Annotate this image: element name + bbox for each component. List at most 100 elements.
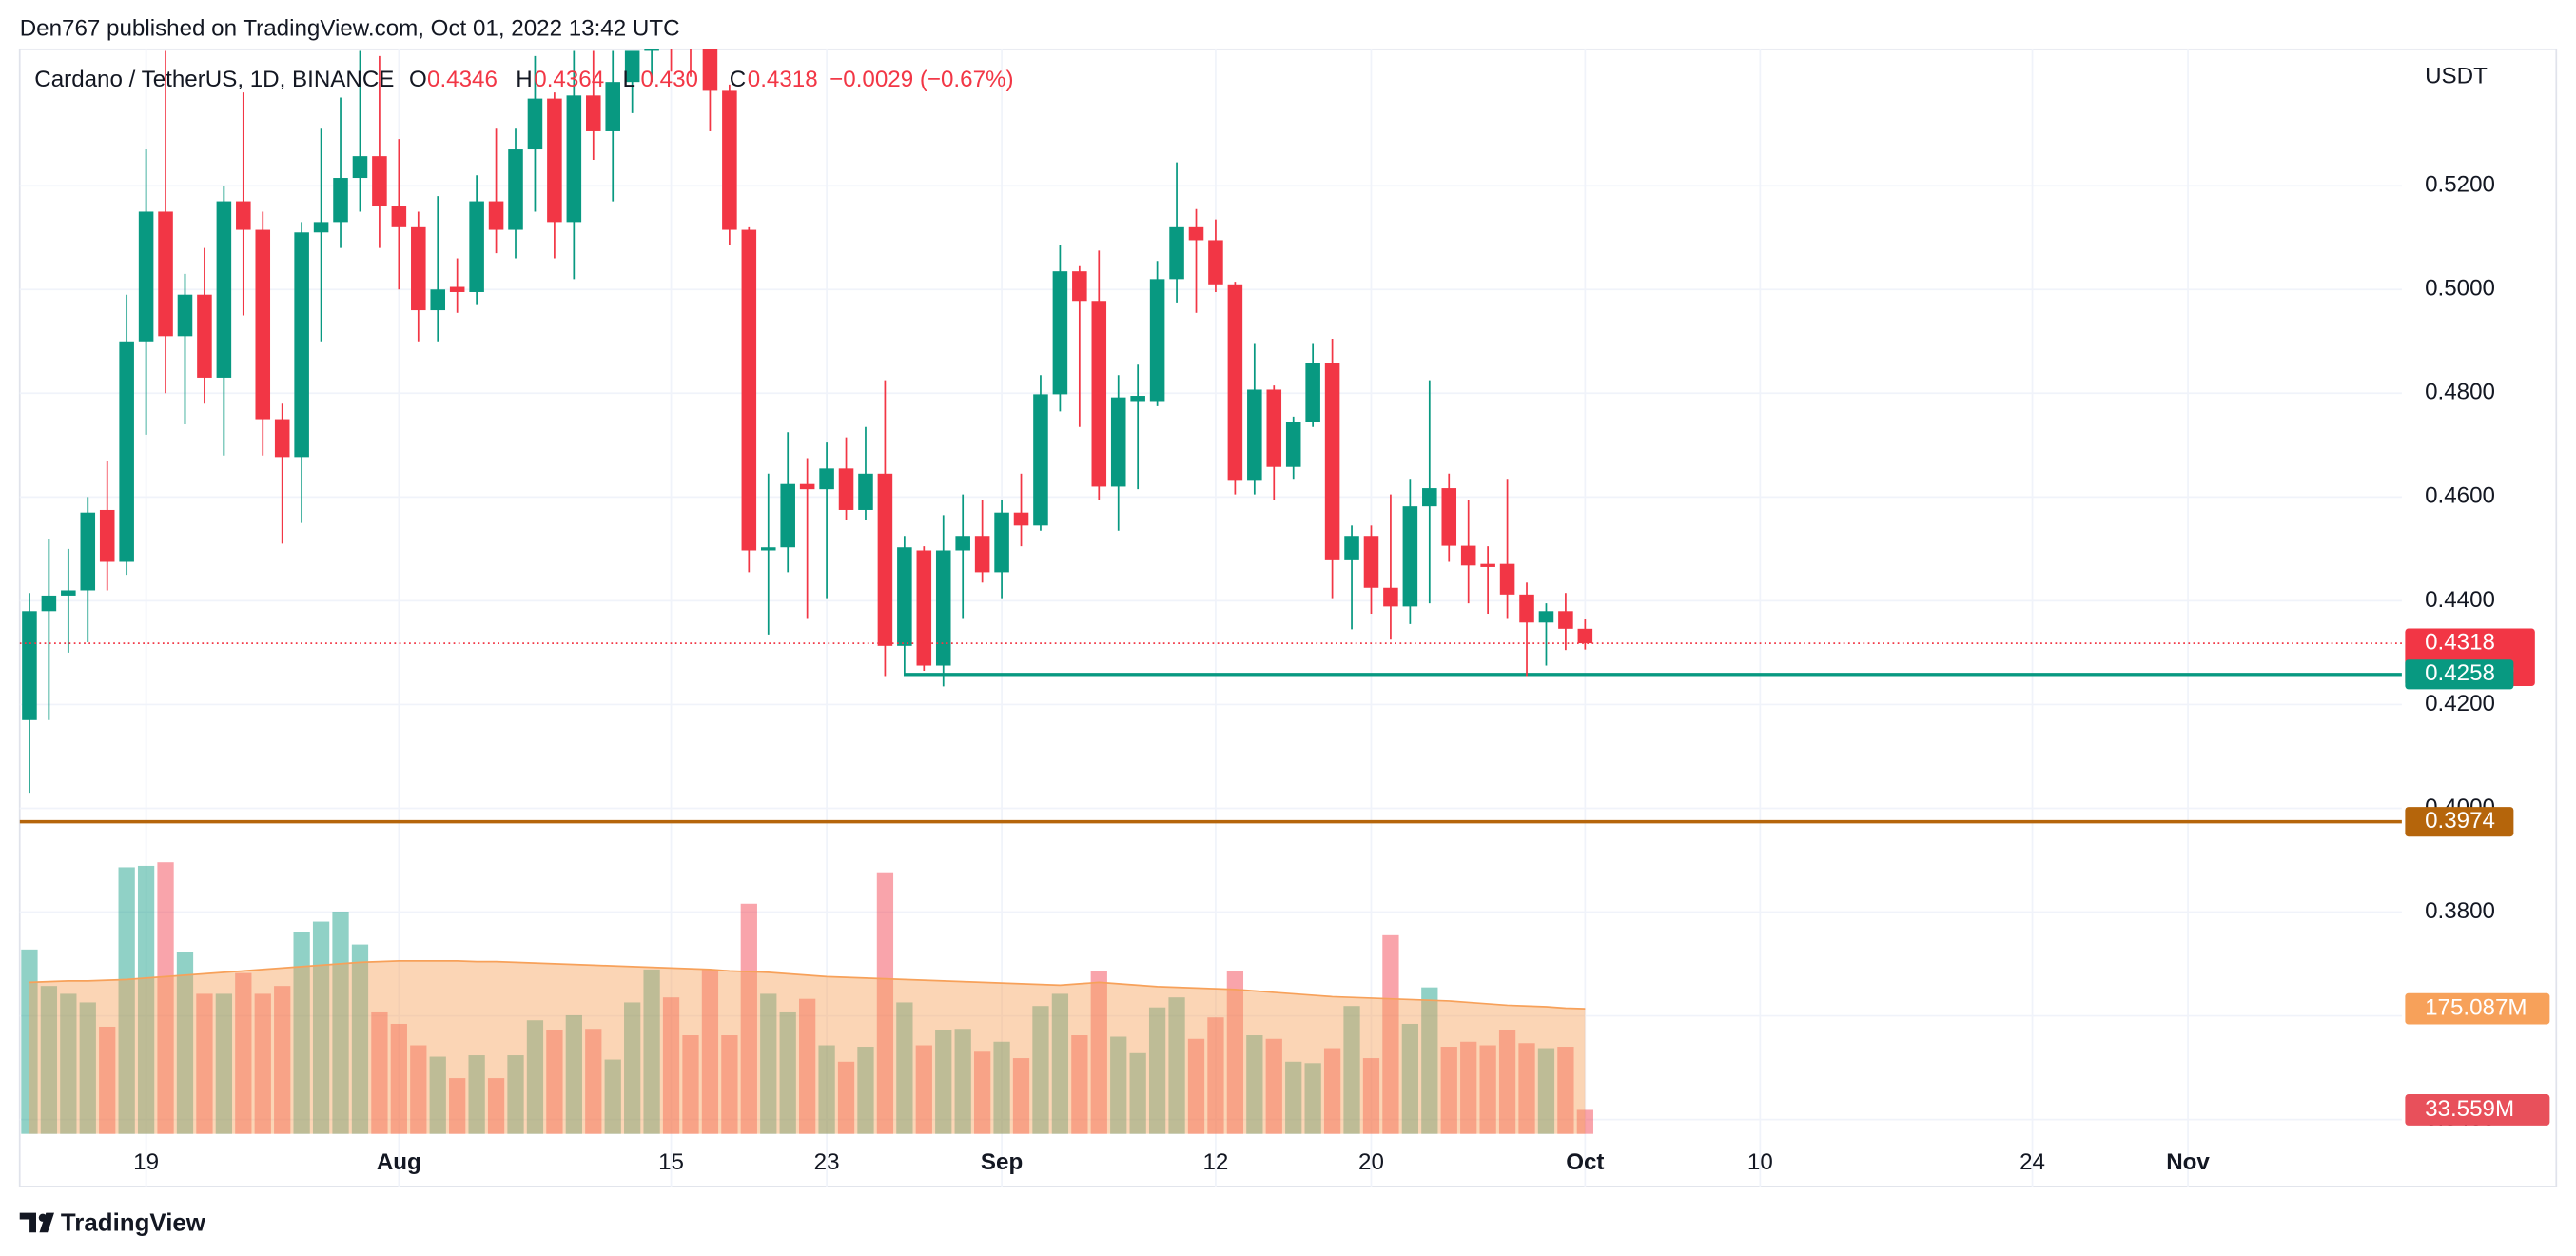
candle-body	[41, 595, 57, 612]
volume-bar	[857, 1047, 874, 1134]
candle-body	[22, 611, 37, 720]
level-label: 0.3974	[2425, 808, 2495, 834]
y-tick-label: 0.4200	[2425, 691, 2495, 716]
candle-body	[1480, 563, 1495, 567]
candle-body	[586, 95, 601, 131]
volume-bar	[332, 912, 349, 1134]
volume-bar	[818, 1045, 835, 1134]
candle-body	[333, 178, 348, 223]
volume-bar	[799, 998, 816, 1134]
volume-bar	[40, 986, 58, 1134]
volume-bar	[390, 1023, 407, 1134]
volume-bar	[1537, 1048, 1555, 1134]
axes: 0.34000.36000.38000.40000.42000.44000.46…	[133, 172, 2550, 1175]
candle-body	[722, 90, 737, 230]
candle-body	[236, 201, 251, 230]
price-pane	[19, 25, 2402, 824]
volume-bar	[235, 972, 252, 1134]
volume-bar	[740, 903, 757, 1134]
volume-badge-label: 175.087M	[2425, 995, 2527, 1021]
candle-body	[61, 590, 76, 596]
volume-bar	[604, 1059, 621, 1134]
volume-bar	[137, 865, 155, 1134]
volume-bar	[1265, 1038, 1282, 1134]
x-tick-label: Oct	[1566, 1149, 1604, 1175]
volume-bar	[1479, 1045, 1496, 1134]
volume-bar	[1323, 1048, 1341, 1134]
candle-body	[1363, 536, 1379, 588]
candle-body	[624, 50, 640, 83]
volume-bar	[274, 986, 291, 1134]
ohlc-value: 0.4318	[748, 67, 818, 92]
volume-bar	[721, 1035, 738, 1134]
volume-bar	[293, 932, 310, 1134]
volume-bar	[837, 1061, 855, 1134]
volume-bar	[487, 1078, 505, 1134]
x-tick-label: Nov	[2166, 1149, 2210, 1175]
volume-bar	[1148, 1007, 1166, 1134]
candle-body	[819, 468, 834, 490]
volume-bar	[1187, 1038, 1205, 1134]
x-tick-label: 20	[1358, 1149, 1384, 1175]
volume-bar	[1382, 934, 1399, 1134]
volume-bar	[1168, 997, 1185, 1134]
candle-body	[1538, 611, 1554, 623]
volume-bar	[1032, 1006, 1049, 1134]
level-label: 0.4258	[2425, 660, 2495, 686]
candle-body	[197, 294, 212, 378]
x-tick-label: 12	[1203, 1149, 1229, 1175]
volume-bar	[1343, 1006, 1360, 1134]
candle-body	[158, 211, 173, 337]
candle-body	[935, 550, 951, 666]
volume-bar	[410, 1045, 427, 1134]
candle-body	[99, 509, 115, 562]
candle-body	[1266, 389, 1282, 467]
volume-badge	[2405, 1094, 2550, 1126]
candle-body	[1344, 536, 1359, 560]
ohlc-key: C	[730, 67, 746, 92]
candle-body	[1305, 363, 1320, 422]
candle-body	[1558, 611, 1573, 629]
volume-bar	[1207, 1017, 1224, 1134]
candle-body	[780, 483, 795, 548]
candle-body	[488, 201, 504, 230]
ohlc-value: 0.4346	[427, 67, 498, 92]
candle-body	[838, 468, 854, 510]
volume-bar	[662, 997, 680, 1134]
candle-body	[1188, 226, 1204, 241]
candle-body	[1091, 301, 1107, 487]
candle-body	[1033, 394, 1048, 526]
candle-body	[274, 419, 290, 458]
volume-bar	[565, 1014, 582, 1134]
ohlc-key: H	[516, 67, 532, 92]
candle-body	[1441, 488, 1457, 546]
volume-bar	[876, 872, 894, 1134]
volume-bar	[1440, 1047, 1457, 1134]
volume-bar	[196, 993, 213, 1134]
volume-bar	[973, 1051, 991, 1134]
last-price-label: 0.4318	[2425, 629, 2495, 655]
volume-bar	[915, 1045, 932, 1134]
volume-bar	[643, 969, 660, 1134]
candle-body	[683, 25, 698, 35]
volume-bar	[1421, 987, 1438, 1134]
volume-bar	[1557, 1047, 1574, 1134]
volume-badge-label: 33.559M	[2425, 1096, 2514, 1122]
volume-bar	[1304, 1063, 1321, 1134]
volume-bar	[1012, 1058, 1030, 1134]
candle-body	[255, 229, 271, 420]
volume-bar	[157, 862, 174, 1134]
volume-bar	[585, 1029, 602, 1134]
candle-body	[411, 226, 426, 311]
level-badge	[2405, 659, 2514, 690]
volume-bar	[1576, 1109, 1593, 1134]
volume-bar	[468, 1055, 485, 1134]
candle-body	[138, 211, 154, 342]
candle-body	[605, 82, 620, 131]
ohlc-key: O	[409, 67, 427, 92]
volume-bar	[935, 1030, 952, 1134]
x-tick-label: 19	[133, 1149, 159, 1175]
volume-ma-area	[29, 960, 1586, 1134]
